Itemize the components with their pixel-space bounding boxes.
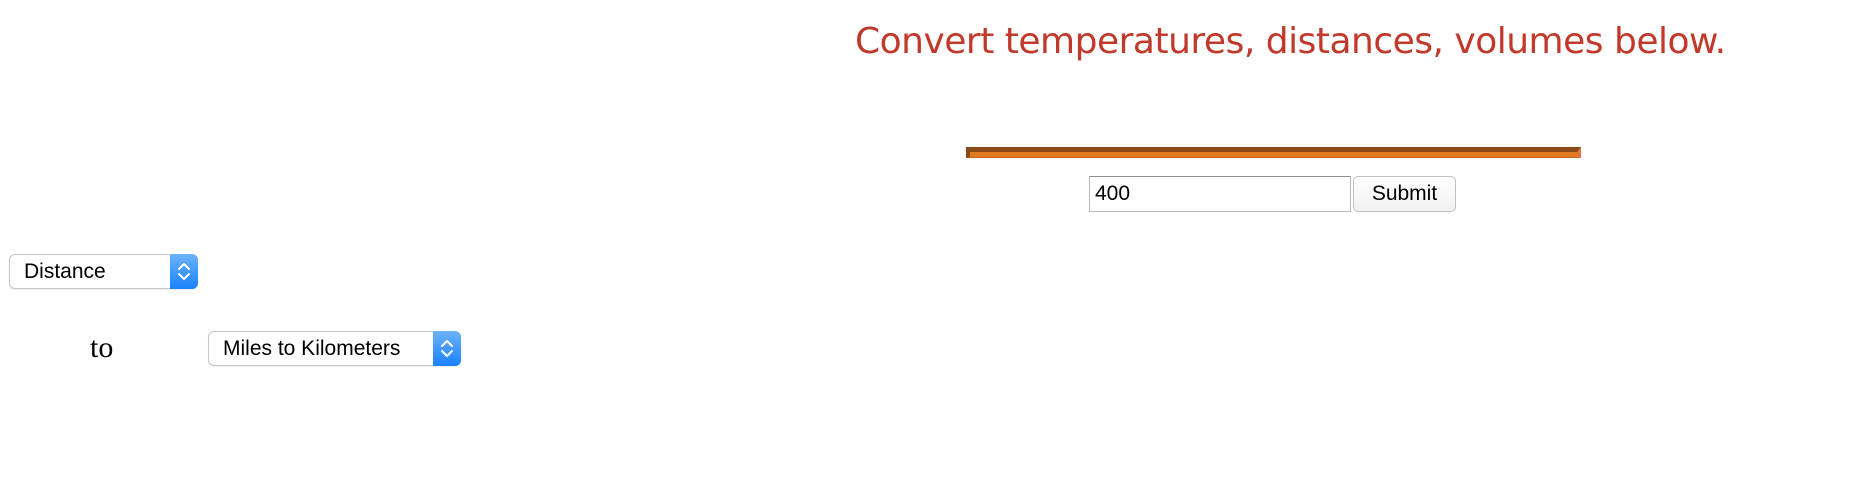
chevron-up-down-icon xyxy=(170,254,198,289)
submit-button[interactable]: Submit xyxy=(1353,176,1456,212)
value-input[interactable] xyxy=(1089,176,1351,212)
category-select-value: Distance xyxy=(24,260,106,283)
unit-select-value: Miles to Kilometers xyxy=(223,337,401,360)
category-select[interactable]: Distance xyxy=(9,254,198,289)
unit-select[interactable]: Miles to Kilometers xyxy=(208,331,461,366)
decorative-divider-bar xyxy=(966,147,1581,158)
chevron-up-down-icon xyxy=(433,331,461,366)
page-headline: Convert temperatures, distances, volumes… xyxy=(855,21,1726,62)
to-label: to xyxy=(90,331,114,364)
